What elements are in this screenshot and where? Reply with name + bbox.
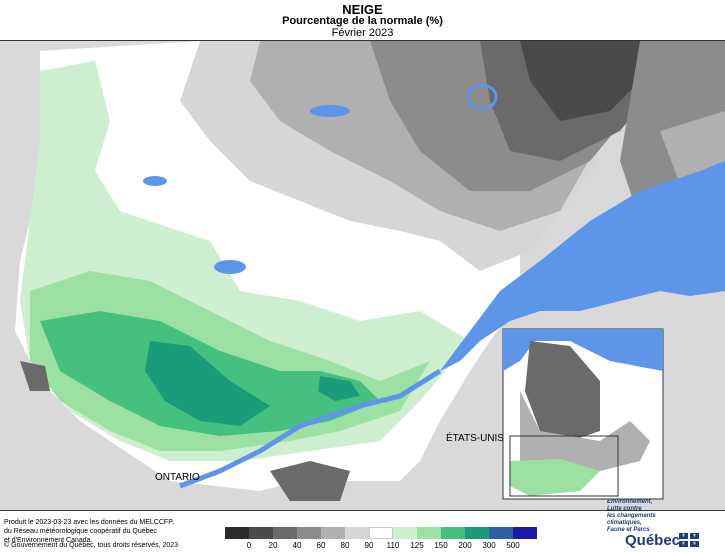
credits-line: et d'Environnement Canada. [4, 537, 93, 544]
legend-swatch [513, 527, 537, 539]
lake-baskatong [214, 260, 246, 274]
legend-swatch [417, 527, 441, 539]
quebec-logo: Environnement, Lutte contre les changeme… [595, 497, 723, 551]
map-subtitle: Pourcentage de la normale (%) [282, 15, 443, 27]
inset-frame [509, 435, 619, 497]
legend-tick-label: 90 [364, 541, 374, 550]
logo-name: Québec [625, 532, 681, 549]
legend-swatch [225, 527, 249, 539]
legend-swatch [393, 527, 417, 539]
legend-tick-label: 0 [246, 541, 252, 550]
logo-tagline-line: Lutte contre [607, 506, 642, 512]
region-teal [145, 341, 270, 426]
logo-tagline-line: Faune et Parcs [607, 527, 650, 533]
legend-tick-label: 20 [268, 541, 278, 550]
st-lawrence-river [179, 368, 442, 489]
map-title: NEIGE [342, 2, 383, 17]
lake-saint-jean [310, 105, 350, 117]
logo-tagline-line: climatiques, [607, 520, 642, 526]
legend-swatch [465, 527, 489, 539]
legend-tick-label: 125 [410, 541, 424, 550]
logo-tagline: Environnement, Lutte contre les changeme… [607, 499, 656, 534]
snow-percent-map [0, 40, 725, 511]
legend-swatch [273, 527, 297, 539]
credits-line: Produit le 2023-03-23 avec les données d… [4, 519, 174, 526]
lake-gouin [143, 176, 167, 186]
label-ontario: ONTARIO [155, 472, 200, 483]
region-south-grey [270, 461, 350, 501]
st-lawrence-gulf [440, 161, 725, 371]
logo-tagline-line: Environnement, [607, 499, 653, 505]
legend-tick-label: 60 [316, 541, 326, 550]
inset-land-green [510, 459, 600, 496]
region-grey-darkest [520, 41, 650, 121]
logo-tagline-line: les changements [607, 513, 656, 519]
inset-sea [503, 329, 663, 371]
legend-tick-label: 200 [458, 541, 472, 550]
credits: Produit le 2023-03-23 avec les données d… [4, 518, 219, 545]
legend-swatch [321, 527, 345, 539]
legend-tick-label: 300 [482, 541, 496, 550]
legend-swatch [369, 527, 393, 539]
legend-swatch [345, 527, 369, 539]
inset-land-dark [525, 341, 600, 441]
legend-tick-label: 80 [340, 541, 350, 550]
legend-swatch [489, 527, 513, 539]
map-canvas [0, 41, 725, 510]
copyright: © Gouvernement du Québec, tous droits ré… [4, 542, 179, 549]
label-usa: ÉTATS-UNIS [446, 433, 504, 444]
map-period: Février 2023 [331, 27, 394, 39]
legend-swatch [249, 527, 273, 539]
legend-tick-label: 110 [386, 541, 400, 550]
legend-swatch [297, 527, 321, 539]
legend-swatch [441, 527, 465, 539]
legend-tick-label: 500 [506, 541, 520, 550]
region-west-grey [20, 361, 50, 391]
region-teal-2 [318, 376, 360, 401]
lake-manicouagan [466, 83, 498, 111]
credits-line: du Réseau météorologique coopératif du Q… [4, 528, 157, 535]
legend-tick-label: 40 [292, 541, 302, 550]
legend-tick-label: 150 [434, 541, 448, 550]
